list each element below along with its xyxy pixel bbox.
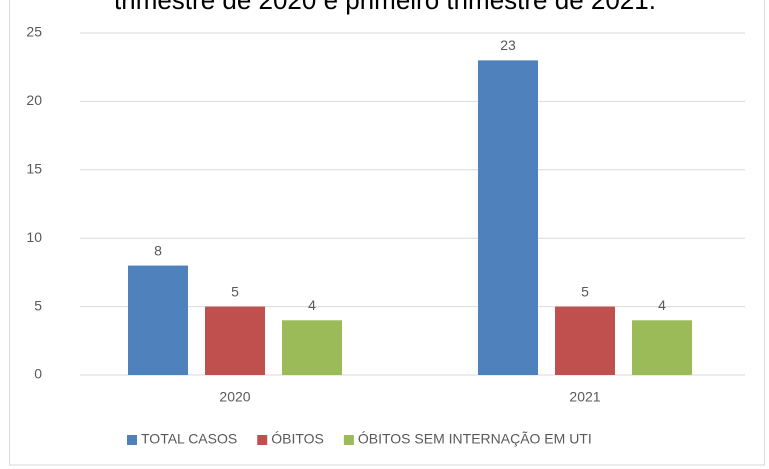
y-tick-label: 15 — [26, 161, 42, 177]
x-tick-label: 2021 — [569, 389, 600, 405]
legend-label: ÓBITOS — [271, 431, 324, 447]
bar — [632, 320, 692, 375]
data-label: 4 — [308, 297, 316, 313]
y-tick-label: 5 — [34, 297, 42, 313]
bar — [205, 306, 265, 375]
bar — [478, 60, 538, 376]
data-label: 5 — [581, 283, 589, 299]
x-tick-label: 2020 — [219, 389, 250, 405]
legend-swatch — [257, 435, 268, 445]
y-tick-label: 10 — [26, 229, 42, 245]
data-label: 5 — [231, 283, 239, 299]
chart-border — [9, 0, 765, 466]
y-tick-label: 0 — [34, 366, 42, 382]
data-label: 23 — [500, 37, 516, 53]
bar — [128, 265, 188, 375]
chart-title: trimestre de 2020 e primeiro trimestre d… — [114, 0, 656, 15]
legend-label: TOTAL CASOS — [141, 431, 237, 447]
bar — [282, 320, 342, 375]
legend-label: ÓBITOS SEM INTERNAÇÃO EM UTI — [358, 431, 592, 447]
legend-swatch — [343, 435, 354, 445]
data-label: 8 — [154, 242, 162, 258]
legend-swatch — [127, 435, 137, 445]
y-tick-label: 25 — [26, 24, 42, 40]
bar — [555, 306, 615, 375]
data-label: 4 — [658, 297, 666, 313]
y-tick-label: 20 — [26, 92, 42, 108]
